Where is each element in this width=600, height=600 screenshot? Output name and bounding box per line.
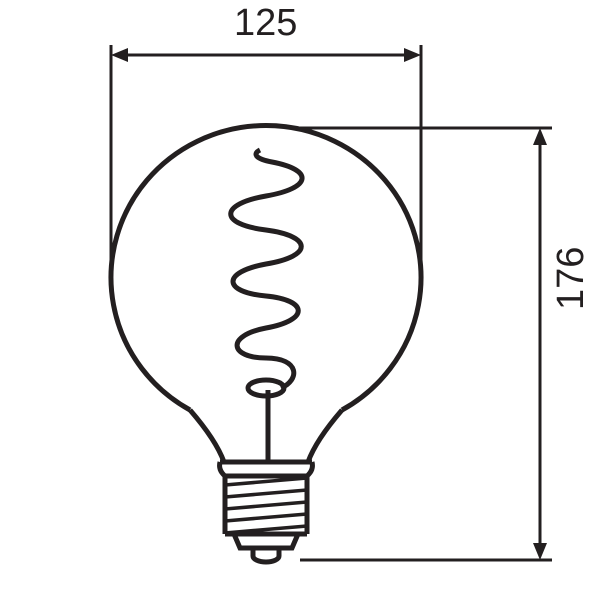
- bulb-globe: [111, 126, 421, 410]
- screw-base: [225, 476, 307, 534]
- width-dimension-label: 125: [234, 2, 297, 45]
- base-tip: [234, 534, 298, 562]
- height-dimension-label: 176: [550, 247, 593, 310]
- filament: [231, 150, 302, 462]
- bulb-neck-left: [190, 410, 224, 462]
- dim-height: [300, 128, 552, 560]
- bulb-neck-right: [308, 410, 342, 462]
- bulb-diagram: [0, 0, 600, 600]
